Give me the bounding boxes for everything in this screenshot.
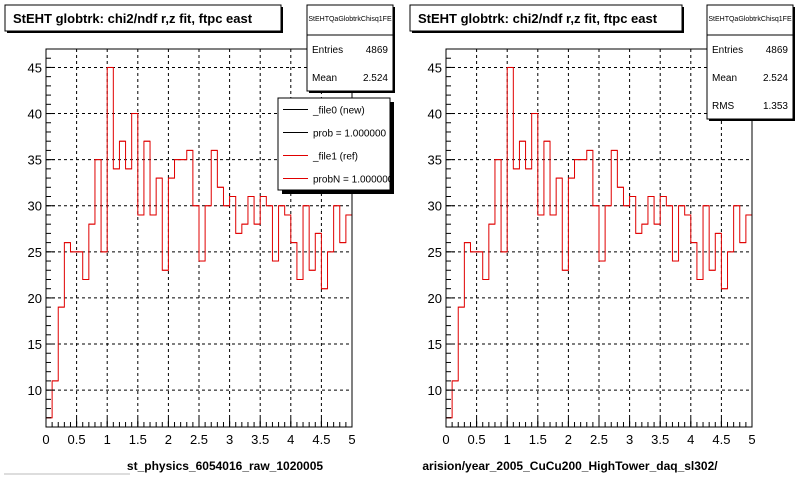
x-tick-label: 2.5 [590,432,608,447]
x-axis-label: arision/year_2005_CuCu200_HighTower_daq_… [422,459,718,473]
stats-label: Entries [312,45,343,56]
x-tick-label: 1.5 [129,432,147,447]
x-tick-label: 3.5 [251,432,269,447]
x-tick-label: 2 [565,432,572,447]
stats-label: Entries [712,45,743,56]
stats-label: Mean [312,73,337,84]
x-tick-label: 1 [504,432,511,447]
x-tick-label: 0 [442,432,449,447]
y-tick-label: 45 [28,60,42,75]
x-tick-label: 2.5 [190,432,208,447]
x-tick-label: 5 [748,432,755,447]
y-tick-label: 10 [28,383,42,398]
x-tick-label: 0.5 [68,432,86,447]
y-tick-label: 45 [428,60,442,75]
y-tick-label: 20 [28,291,42,306]
y-axis: 10 15 20 25 30 35 40 45 [28,57,55,419]
x-axis: 0 0.5 1 1.5 2 2.5 3 3.5 4 4.5 5 [42,418,356,447]
x-tick-label: 1 [104,432,111,447]
legend-label: probN = 1.000000 [313,175,394,186]
stats-value: 2.524 [763,73,788,84]
histogram-bins [446,66,752,419]
y-tick-label: 40 [428,107,442,122]
x-tick-label: 1.5 [529,432,547,447]
x-tick-label: 0 [42,432,49,447]
y-tick-label: 35 [428,153,442,168]
y-tick-label: 15 [28,337,42,352]
x-tick-label: 4.5 [312,432,330,447]
x-axis-label: st_physics_6054016_raw_1020005 [127,459,323,473]
histogram-series-line [446,66,752,419]
y-axis: 10 15 20 25 30 35 40 45 [428,57,455,419]
y-tick-label: 40 [28,107,42,122]
legend: _file0 (new) prob = 1.000000 _file1 (ref) p… [277,97,394,194]
y-tick-label: 25 [428,245,442,260]
legend-box [277,97,391,191]
x-tick-label: 3 [226,432,233,447]
stats-value: 1.353 [763,101,788,112]
grid-lines [446,49,752,427]
title-box [4,4,282,32]
chart-title: StEHT globtrk: chi2/ndf r,z fit, ftpc ea… [13,11,253,26]
x-tick-label: 4 [687,432,694,447]
x-tick-label: 4.5 [712,432,730,447]
histogram-panel-2: 0 0.5 1 1.5 2 2.5 3 3.5 4 4.5 5 10 15 20 25 30 35 40 45 ari… [409,4,795,473]
y-tick-label: 20 [428,291,442,306]
legend-label: _file0 (new) [312,106,365,117]
y-tick-label: 35 [28,153,42,168]
y-tick-label: 10 [428,383,442,398]
y-tick-label: 30 [28,199,42,214]
x-axis: 0 0.5 1 1.5 2 2.5 3 3.5 4 4.5 5 [442,418,756,447]
x-tick-label: 3.5 [651,432,669,447]
stats-value: 2.524 [363,73,388,84]
chart-title: StEHT globtrk: chi2/ndf r,z fit, ftpc ea… [418,11,658,26]
legend-label: prob = 1.000000 [313,129,387,140]
x-tick-label: 4 [287,432,294,447]
stats-label: Mean [712,73,737,84]
stats-name: StEHTQaGlobtrkChisq1FE [308,16,392,23]
y-tick-label: 15 [428,337,442,352]
stats-value: 4869 [366,45,389,56]
x-tick-label: 5 [348,432,355,447]
x-tick-label: 2 [165,432,172,447]
stats-name: StEHTQaGlobtrkChisq1FE [708,16,792,23]
legend-label: _file1 (ref) [312,152,358,163]
stats-label: RMS [712,101,735,112]
x-tick-label: 0.5 [468,432,486,447]
y-tick-label: 30 [428,199,442,214]
stats-box [706,4,794,120]
title-box [409,4,683,32]
x-tick-label: 3 [626,432,633,447]
stats-box [306,4,394,92]
histogram-panel-1: 0 0.5 1 1.5 2 2.5 3 3.5 4 4.5 5 10 15 20 25 30 35 40 45 st_… [4,4,395,473]
stats-value: 4869 [766,45,789,56]
y-tick-label: 25 [28,245,42,260]
